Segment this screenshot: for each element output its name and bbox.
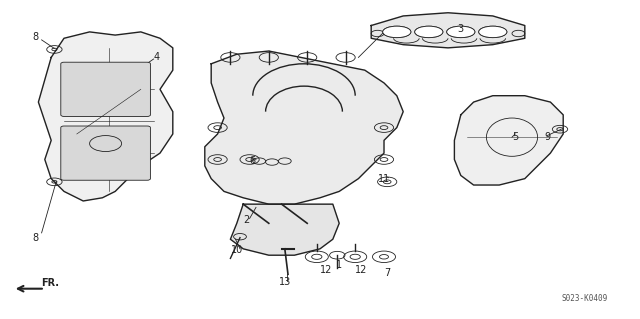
Ellipse shape <box>415 26 443 38</box>
Text: 8: 8 <box>32 233 38 243</box>
Text: 6: 6 <box>250 156 256 166</box>
Text: 2: 2 <box>243 215 250 225</box>
Text: 8: 8 <box>32 32 38 42</box>
Text: S023-K0409: S023-K0409 <box>562 294 608 303</box>
Text: 9: 9 <box>544 132 550 142</box>
Polygon shape <box>205 51 403 204</box>
FancyBboxPatch shape <box>61 62 150 116</box>
Ellipse shape <box>479 26 507 38</box>
Ellipse shape <box>383 26 411 38</box>
Text: 4: 4 <box>154 52 160 63</box>
Text: 11: 11 <box>378 174 390 184</box>
Text: 7: 7 <box>384 268 390 278</box>
Polygon shape <box>230 204 339 255</box>
Text: 12: 12 <box>355 264 368 275</box>
Text: 5: 5 <box>512 132 518 142</box>
Polygon shape <box>38 32 173 201</box>
Text: 3: 3 <box>458 24 464 34</box>
Text: 10: 10 <box>230 245 243 256</box>
FancyBboxPatch shape <box>61 126 150 180</box>
Text: 1: 1 <box>336 260 342 271</box>
Text: 13: 13 <box>278 277 291 287</box>
Text: FR.: FR. <box>42 278 60 288</box>
Ellipse shape <box>447 26 475 38</box>
Polygon shape <box>371 13 525 48</box>
Polygon shape <box>454 96 563 185</box>
Text: 12: 12 <box>320 264 333 275</box>
